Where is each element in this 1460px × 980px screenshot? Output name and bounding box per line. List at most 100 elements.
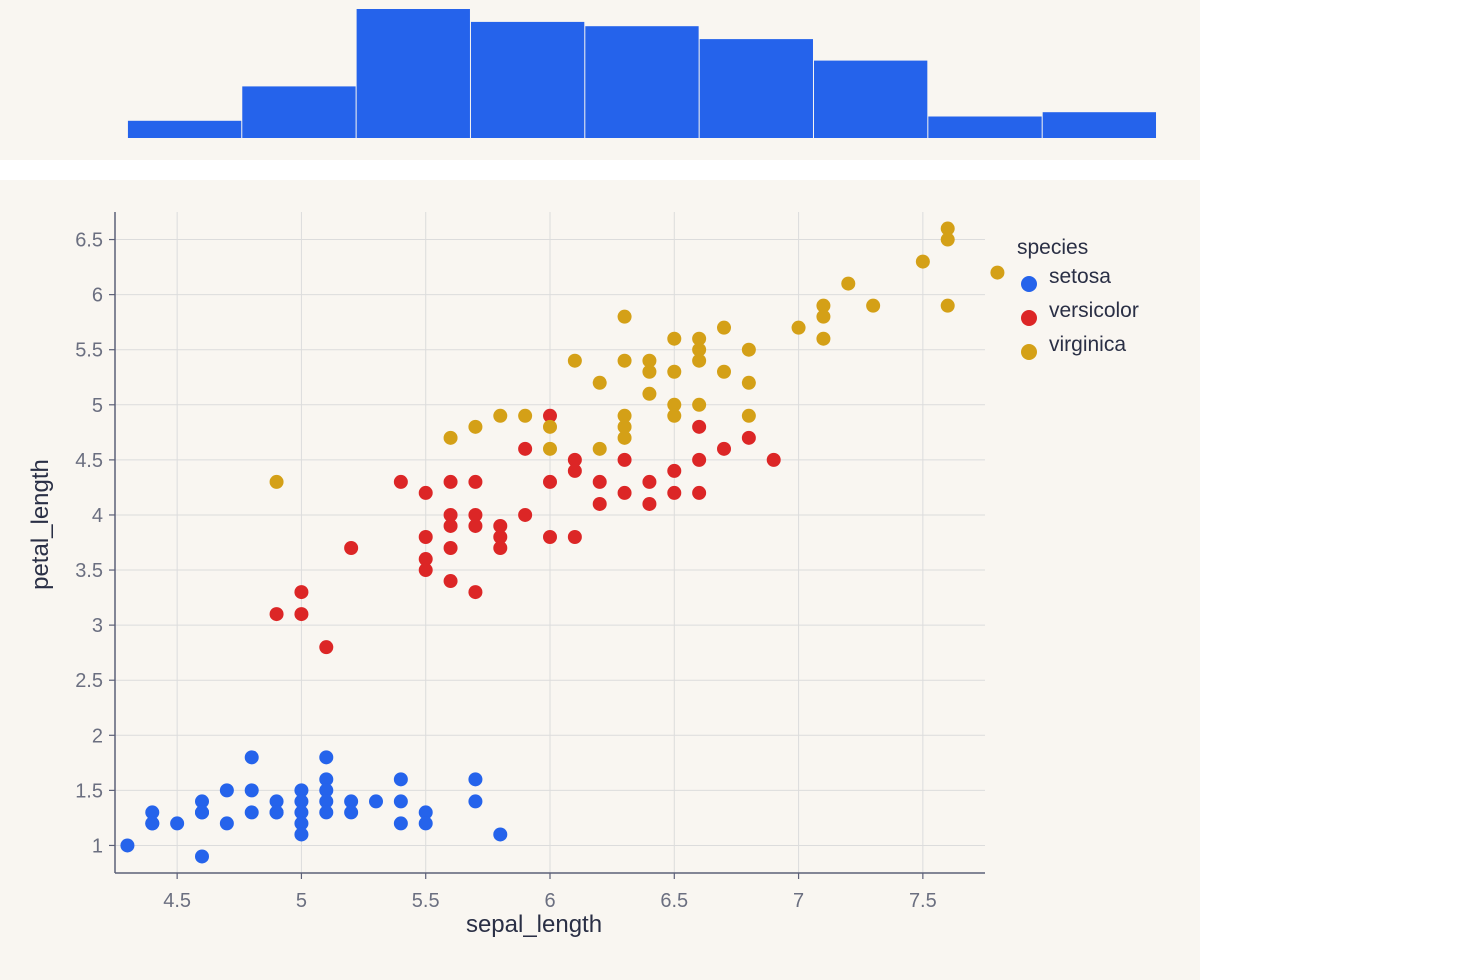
data-point-setosa	[319, 805, 334, 820]
data-point-setosa	[120, 838, 135, 853]
data-point-setosa	[319, 794, 334, 809]
data-point-versicolor	[468, 518, 483, 533]
data-point-setosa	[344, 794, 359, 809]
data-point-versicolor	[741, 430, 756, 445]
data-point-versicolor	[692, 419, 707, 434]
data-point-setosa	[219, 783, 234, 798]
data-point-versicolor	[468, 585, 483, 600]
histogram-bar	[470, 21, 585, 138]
scatter-panel: 4.5 5 5.5 6 6.5 7 7.5 1 1.5 2 2.5 3 3.5 4 4.5 5 5.5 6 6.5 s…	[0, 180, 1200, 980]
histogram-panel	[0, 0, 1200, 160]
histogram-bar	[585, 26, 699, 139]
data-point-setosa	[195, 805, 209, 820]
x-tick-label: 4.5	[163, 890, 191, 912]
data-point-versicolor	[617, 485, 632, 500]
data-point-virginica	[717, 320, 731, 335]
data-point-virginica	[816, 331, 831, 346]
data-point-setosa	[294, 827, 309, 842]
data-point-setosa	[319, 750, 334, 765]
data-point-versicolor	[468, 474, 483, 489]
data-point-setosa	[244, 750, 259, 765]
data-point-versicolor	[543, 529, 557, 544]
data-point-setosa	[145, 805, 160, 820]
data-point-virginica	[667, 331, 682, 346]
data-point-versicolor	[766, 452, 781, 467]
data-point-versicolor	[493, 529, 508, 544]
data-point-setosa	[145, 816, 160, 831]
histogram-bar	[813, 60, 928, 138]
data-point-setosa	[344, 805, 359, 820]
data-point-virginica	[741, 408, 756, 423]
histogram-bar	[699, 39, 813, 138]
data-point-virginica	[617, 430, 632, 445]
sepal-length-histogram	[127, 9, 1157, 139]
data-point-versicolor	[692, 485, 707, 500]
data-point-virginica	[741, 375, 756, 390]
data-point-versicolor	[493, 541, 508, 556]
data-point-versicolor	[418, 563, 433, 578]
x-tick-label: 5	[296, 890, 307, 912]
data-point-setosa	[294, 783, 309, 798]
legend-marker-setosa	[1021, 276, 1037, 292]
y-tick-label: 4	[92, 505, 103, 527]
data-point-virginica	[518, 408, 533, 423]
data-point-virginica	[269, 474, 284, 489]
data-point-versicolor	[518, 441, 533, 456]
data-point-versicolor	[667, 485, 682, 500]
data-point-setosa	[319, 783, 334, 798]
data-point-virginica	[617, 408, 632, 423]
data-point-versicolor	[468, 507, 483, 522]
data-point-versicolor	[543, 474, 557, 489]
data-point-setosa	[369, 794, 383, 809]
histogram-bar	[1042, 112, 1157, 138]
data-point-virginica	[692, 397, 707, 412]
data-point-setosa	[468, 794, 483, 809]
data-point-virginica	[692, 342, 707, 357]
data-point-virginica	[866, 298, 881, 313]
data-point-versicolor	[617, 452, 632, 467]
data-point-virginica	[692, 353, 707, 368]
data-point-virginica	[940, 298, 955, 313]
legend-marker-virginica	[1021, 344, 1037, 360]
data-point-versicolor	[543, 408, 557, 423]
data-point-virginica	[642, 364, 657, 379]
y-tick-label: 6	[92, 285, 103, 307]
data-point-virginica	[940, 221, 955, 236]
data-point-virginica	[841, 276, 856, 291]
data-point-virginica	[617, 309, 632, 324]
histogram-bar	[928, 116, 1042, 138]
y-tick-label: 6.5	[75, 230, 103, 252]
data-point-setosa	[269, 805, 284, 820]
data-point-virginica	[667, 397, 682, 412]
data-point-versicolor	[344, 541, 359, 556]
legend-label-versicolor: versicolor	[1049, 299, 1139, 322]
data-point-virginica	[567, 353, 582, 368]
data-point-virginica	[617, 353, 632, 368]
histogram-bar	[242, 86, 356, 138]
legend-marker-versicolor	[1021, 310, 1037, 326]
data-point-versicolor	[592, 496, 607, 511]
y-tick-label: 5.5	[75, 340, 103, 362]
data-point-virginica	[642, 386, 657, 401]
x-axis-title: sepal_length	[466, 911, 602, 938]
data-point-setosa	[393, 794, 408, 809]
data-point-virginica	[667, 408, 682, 423]
data-point-virginica	[990, 265, 1005, 280]
data-point-versicolor	[294, 585, 309, 600]
data-point-versicolor	[443, 507, 458, 522]
data-point-setosa	[418, 816, 433, 831]
data-point-setosa	[244, 783, 259, 798]
data-point-virginica	[816, 298, 831, 313]
data-point-versicolor	[294, 607, 309, 622]
data-point-versicolor	[443, 518, 458, 533]
data-point-setosa	[294, 794, 309, 809]
data-point-setosa	[294, 816, 309, 831]
data-point-versicolor	[319, 640, 334, 655]
data-point-versicolor	[418, 529, 433, 544]
legend-title: species	[1017, 236, 1088, 259]
data-point-versicolor	[592, 474, 607, 489]
y-tick-label: 5	[92, 395, 103, 417]
data-point-versicolor	[443, 574, 458, 589]
data-point-versicolor	[667, 463, 682, 478]
data-point-virginica	[667, 364, 682, 379]
